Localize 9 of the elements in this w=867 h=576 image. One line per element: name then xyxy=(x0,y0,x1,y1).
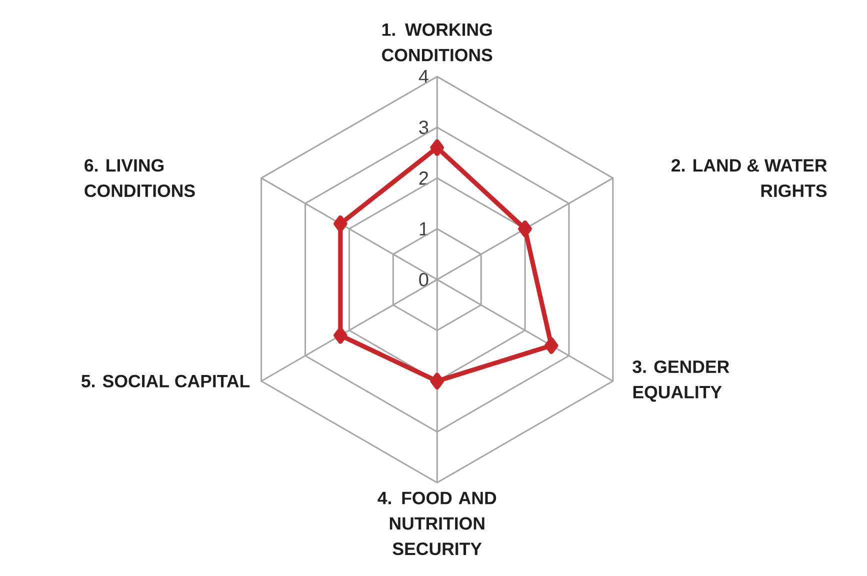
spoke-label: 4. FOOD AND NUTRITION SECURITY xyxy=(378,492,496,556)
spoke-label: 1. WORKING CONDITIONS xyxy=(382,23,492,62)
y-tick-label: 0 xyxy=(419,272,428,286)
y-tick-label: 3 xyxy=(419,120,428,134)
spoke-label: 3. GENDER EQUALITY xyxy=(632,360,730,402)
spoke-label: 5. SOCIAL CAPITAL xyxy=(81,374,250,388)
spoke-label: 6. LIVING CONDITIONS xyxy=(84,159,195,198)
y-tick-label: 4 xyxy=(418,70,428,84)
spoke-label: 2. LAND & WATER RIGHTS xyxy=(672,159,827,198)
